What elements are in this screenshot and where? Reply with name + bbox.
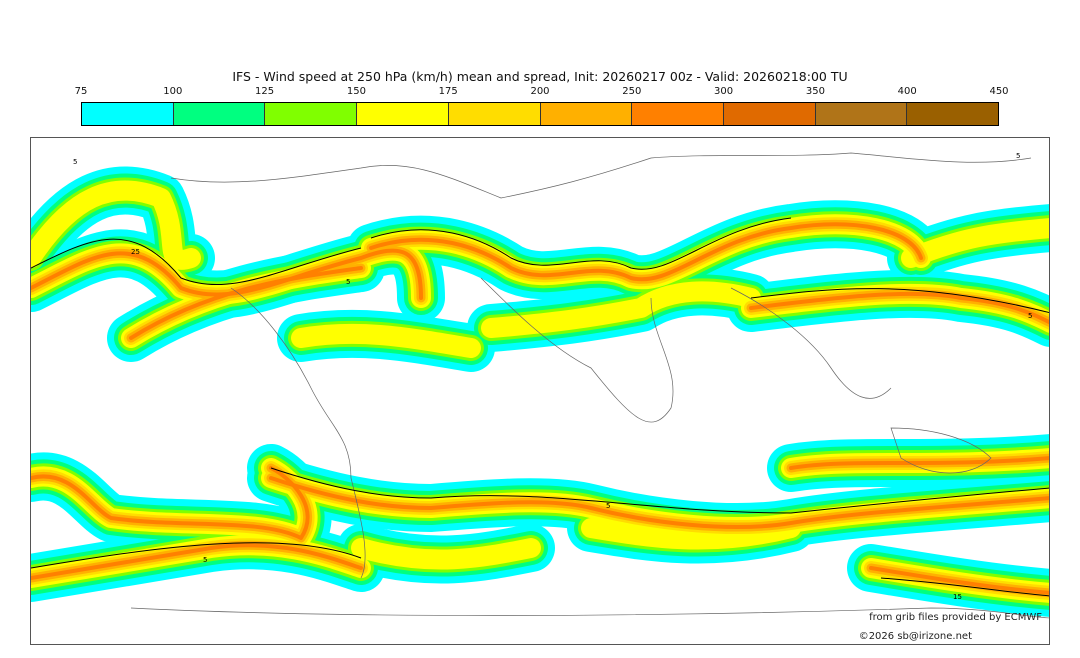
jet-band: [361, 548, 531, 560]
colorbar-tick-label: 175: [438, 86, 458, 97]
svg-text:5: 5: [1016, 152, 1020, 160]
map-canvas: 5 25 5 5 5 15 5 5: [31, 152, 1049, 619]
colorbar-tick-label: 400: [897, 86, 917, 97]
colorbar-segment: [448, 103, 541, 125]
colorbar-tick-label: 150: [346, 86, 366, 97]
colorbar-segment: [82, 103, 174, 125]
coastlines: [130, 152, 1049, 619]
colorbar-segment: [723, 103, 816, 125]
colorbar-tick-label: 250: [622, 86, 642, 97]
colorbar-segment: [173, 103, 266, 125]
colorbar-segment: [357, 103, 449, 125]
svg-text:5: 5: [346, 278, 350, 286]
colorbar-tick-label: 75: [74, 86, 88, 97]
colorbar-tick-label: 125: [255, 86, 275, 97]
colorbar-tick-label: 450: [989, 86, 1009, 97]
colorbar: [81, 102, 999, 126]
chart-title: IFS - Wind speed at 250 hPa (km/h) mean …: [232, 69, 848, 84]
wind-speed-map: 5 25 5 5 5 15 5 5: [30, 137, 1050, 645]
svg-text:5: 5: [73, 158, 77, 166]
svg-text:5: 5: [606, 502, 610, 510]
copyright: ©2026 sb@irizone.net: [858, 631, 972, 642]
colorbar-tick-label: 300: [714, 86, 734, 97]
colorbar-tick-label: 200: [530, 86, 550, 97]
colorbar-segment: [265, 103, 358, 125]
svg-text:25: 25: [131, 248, 140, 256]
colorbar-segment: [815, 103, 908, 125]
svg-text:15: 15: [953, 593, 962, 601]
colorbar-segment: [632, 103, 724, 125]
colorbar-segment: [540, 103, 633, 125]
colorbar-ticks: 75 100 125 150 175 200 250 300 350 400 450: [75, 86, 1009, 100]
colorbar-tick-label: 350: [805, 86, 825, 97]
data-source-credit: from grib files provided by ECMWF: [869, 612, 1042, 623]
contour-labels: 5 25 5 5 5 15 5 5: [73, 152, 1032, 601]
spread-contours: [31, 217, 1049, 597]
jet-streams: [31, 191, 1049, 594]
svg-text:5: 5: [1028, 312, 1032, 320]
colorbar-segment: [907, 103, 999, 125]
svg-text:5: 5: [203, 556, 207, 564]
colorbar-tick-label: 100: [163, 86, 183, 97]
